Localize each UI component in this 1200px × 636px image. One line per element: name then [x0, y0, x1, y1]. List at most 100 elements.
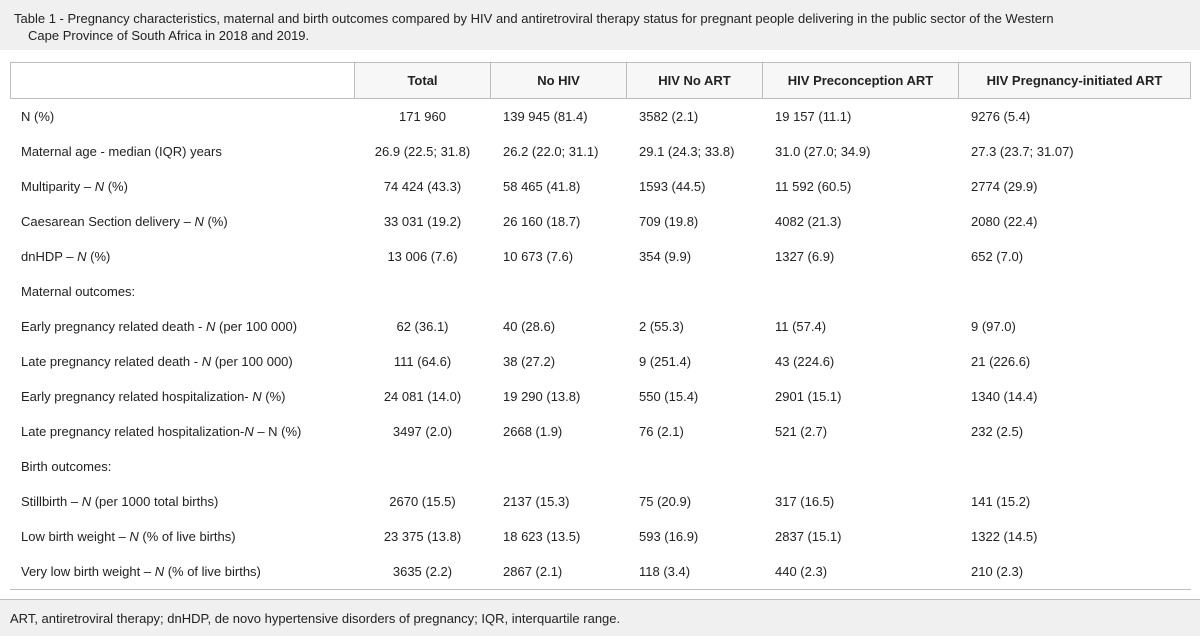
- results-table-container: Total No HIV HIV No ART HIV Preconceptio…: [10, 62, 1191, 590]
- table-cell: [355, 449, 491, 484]
- column-header-hiv-pregnancy-initiated-art: HIV Pregnancy-initiated ART: [958, 62, 1191, 99]
- caption-line-1: Table 1 - Pregnancy characteristics, mat…: [14, 11, 1054, 26]
- row-label: Late pregnancy related hospitalization-N…: [11, 414, 355, 449]
- table-cell: 26.9 (22.5; 31.8): [374, 144, 471, 159]
- row-label-text: Low birth weight –: [21, 529, 130, 544]
- table-cell: 11 (57.4): [775, 319, 827, 334]
- column-header-no-hiv: No HIV: [490, 62, 627, 99]
- table-cell: 317 (16.5): [775, 494, 835, 509]
- row-label: Early pregnancy related hospitalization-…: [11, 379, 355, 414]
- table-caption: Table 1 - Pregnancy characteristics, mat…: [0, 0, 1200, 50]
- table-header-row: Total No HIV HIV No ART HIV Preconceptio…: [10, 62, 1191, 99]
- row-label: N (%): [11, 99, 355, 135]
- column-header-label: [10, 62, 355, 99]
- table-cell: 709 (19.8): [639, 214, 699, 229]
- row-label-italic: N: [252, 389, 262, 404]
- row-label: Birth outcomes:: [11, 449, 355, 484]
- table-cell: 18 623 (13.5): [503, 529, 581, 544]
- table-cell: 2670 (15.5): [389, 494, 456, 509]
- row-label-suffix: – N (%): [253, 424, 302, 439]
- table-row: Caesarean Section delivery – N (%) 33 031…: [11, 204, 1191, 239]
- table-cell: 19 290 (13.8): [503, 389, 581, 404]
- table-cell: 19 157 (11.1): [775, 109, 852, 124]
- table-cell: [763, 449, 959, 484]
- table-cell: 3635 (2.2): [354, 554, 491, 590]
- table-cell: 1340 (14.4): [971, 389, 1038, 404]
- table-row: Multiparity – N (%) 74 424 (43.3) 58 465 (…: [11, 169, 1191, 204]
- table-cell: 75 (20.9): [639, 494, 692, 509]
- table-cell: 354 (9.9): [639, 249, 692, 264]
- table-cell: 3582 (2.1): [639, 109, 699, 124]
- row-label-suffix: (%): [86, 249, 111, 264]
- table-cell: [627, 449, 763, 484]
- table-cell: 33 031 (19.2): [383, 214, 462, 229]
- row-label-italic: N: [94, 179, 105, 194]
- row-label-italic: N: [194, 214, 204, 229]
- table-cell: 521 (2.7): [775, 424, 828, 439]
- table-cell: 2 (55.3): [639, 319, 684, 334]
- table-cell: 23 375 (13.8): [383, 529, 462, 544]
- row-label-text: Very low birth weight –: [21, 564, 155, 579]
- caption-line-2: Cape Province of South Africa in 2018 an…: [28, 28, 310, 43]
- table-cell: 2668 (1.9): [503, 424, 563, 439]
- table-cell: 2774 (29.9): [971, 179, 1038, 194]
- table-row: Early pregnancy related hospitalization-…: [11, 379, 1191, 414]
- row-label-text: Maternal outcomes:: [21, 284, 136, 299]
- row-label-suffix: (%): [203, 214, 228, 229]
- row-label-suffix: (per 100 000): [215, 319, 298, 334]
- table-row: Late pregnancy related death - N (per 10…: [11, 344, 1191, 379]
- table-cell: 118 (3.4): [626, 554, 763, 590]
- table-row: Maternal outcomes:: [11, 274, 1191, 309]
- row-label-suffix: (% of live births): [138, 529, 236, 544]
- row-label: Very low birth weight – N (% of live bir…: [10, 554, 355, 590]
- table-cell: [627, 274, 763, 309]
- table-row: Birth outcomes:: [11, 449, 1191, 484]
- row-label-italic: N: [244, 424, 254, 439]
- row-label-suffix: (per 1000 total births): [91, 494, 219, 509]
- table-cell: 31.0 (27.0; 34.9): [775, 144, 871, 159]
- table-cell: 13 006 (7.6): [387, 249, 458, 264]
- row-label: Maternal outcomes:: [11, 274, 355, 309]
- table-cell: 29.1 (24.3; 33.8): [639, 144, 735, 159]
- row-label-suffix: (%): [261, 389, 286, 404]
- row-label: Late pregnancy related death - N (per 10…: [11, 344, 355, 379]
- table-cell: 9276 (5.4): [971, 109, 1031, 124]
- table-cell: 9 (97.0): [971, 319, 1016, 334]
- table-cell: 43 (224.6): [775, 354, 835, 369]
- results-table: Total No HIV HIV No ART HIV Preconceptio…: [10, 62, 1191, 590]
- row-label-text: Early pregnancy related death -: [21, 319, 206, 334]
- row-label: Maternal age - median (IQR) years: [11, 134, 355, 169]
- row-label-italic: N: [77, 249, 87, 264]
- table-row: Late pregnancy related hospitalization-N…: [11, 414, 1191, 449]
- table-cell: 111 (64.6): [393, 354, 452, 369]
- table-cell: 141 (15.2): [971, 494, 1031, 509]
- row-label-italic: N: [206, 319, 216, 334]
- table-cell: 1593 (44.5): [639, 179, 706, 194]
- row-label-text: Late pregnancy related death -: [21, 354, 202, 369]
- table-cell: 3497 (2.0): [392, 424, 453, 439]
- row-label-text: Caesarean Section delivery –: [21, 214, 195, 229]
- table-footnote: ART, antiretroviral therapy; dnHDP, de n…: [0, 599, 1200, 636]
- row-label: Caesarean Section delivery – N (%): [11, 204, 355, 239]
- table-row: Very low birth weight – N (% of live bir…: [10, 554, 1191, 590]
- table-cell: [763, 274, 959, 309]
- table-cell: 4082 (21.3): [775, 214, 842, 229]
- row-label: Low birth weight – N (% of live births): [11, 519, 355, 554]
- table-cell: 26 160 (18.7): [503, 214, 581, 229]
- table-cell: 1327 (6.9): [775, 249, 835, 264]
- table-cell: 2080 (22.4): [971, 214, 1038, 229]
- table-row: dnHDP – N (%) 13 006 (7.6) 10 673 (7.6) 354…: [11, 239, 1191, 274]
- table-cell: 232 (2.5): [971, 424, 1024, 439]
- row-label-text: Birth outcomes:: [21, 459, 112, 474]
- table-cell: 2901 (15.1): [775, 389, 842, 404]
- row-label: dnHDP – N (%): [11, 239, 355, 274]
- table-cell: 652 (7.0): [971, 249, 1024, 264]
- table-cell: [491, 449, 627, 484]
- table-cell: [959, 449, 1191, 484]
- table-cell: 440 (2.3): [762, 554, 959, 590]
- column-header-hiv-no-art: HIV No ART: [626, 62, 763, 99]
- row-label-text: Early pregnancy related hospitalization-: [21, 389, 253, 404]
- row-label-text: Late pregnancy related hospitalization-: [21, 424, 245, 439]
- table-row: N (%) 171 960 139 945 (81.4) 3582 (2.1) 19 1…: [11, 99, 1191, 135]
- table-row: Low birth weight – N (% of live births) 2…: [11, 519, 1191, 554]
